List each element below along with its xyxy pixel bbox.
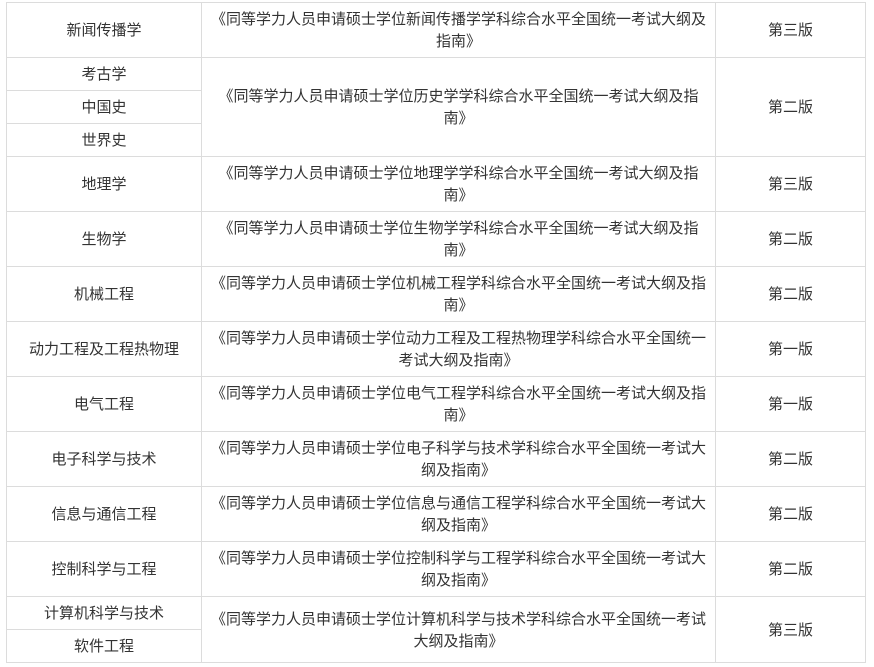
table-row: 考古学 《同等学力人员申请硕士学位历史学学科综合水平全国统一考试大纲及指南》 第二版	[6, 57, 866, 157]
syllabus-title-cell: 《同等学力人员申请硕士学位信息与通信工程学科综合水平全国统一考试大纲及指南》	[201, 486, 716, 542]
subject-cell: 控制科学与工程	[6, 541, 202, 597]
edition-cell: 第三版	[715, 2, 866, 58]
table-row: 控制科学与工程 《同等学力人员申请硕士学位控制科学与工程学科综合水平全国统一考试大…	[6, 541, 866, 597]
syllabus-title-cell: 《同等学力人员申请硕士学位生物学学科综合水平全国统一考试大纲及指南》	[201, 211, 716, 267]
subject-cell: 电气工程	[6, 376, 202, 432]
table-row: 动力工程及工程热物理 《同等学力人员申请硕士学位动力工程及工程热物理学科综合水平全…	[6, 321, 866, 377]
syllabus-title-cell: 《同等学力人员申请硕士学位地理学学科综合水平全国统一考试大纲及指南》	[201, 156, 716, 212]
subject-cell: 生物学	[6, 211, 202, 267]
table-row: 中国史	[6, 90, 866, 124]
table-row: 信息与通信工程 《同等学力人员申请硕士学位信息与通信工程学科综合水平全国统一考试大…	[6, 486, 866, 542]
table-row: 世界史	[6, 123, 866, 157]
table-row: 电子科学与技术 《同等学力人员申请硕士学位电子科学与技术学科综合水平全国统一考试大…	[6, 431, 866, 487]
edition-cell: 第二版	[715, 431, 866, 487]
syllabus-table: 新闻传播学 《同等学力人员申请硕士学位新闻传播学学科综合水平全国统一考试大纲及指南…	[6, 2, 866, 663]
subject-cell: 地理学	[6, 156, 202, 212]
syllabus-title-cell: 《同等学力人员申请硕士学位新闻传播学学科综合水平全国统一考试大纲及指南》	[201, 2, 716, 58]
table-row: 机械工程 《同等学力人员申请硕士学位机械工程学科综合水平全国统一考试大纲及指南》第…	[6, 266, 866, 322]
edition-cell: 第二版	[715, 541, 866, 597]
subject-cell: 世界史	[6, 123, 202, 157]
edition-cell: 第二版	[715, 266, 866, 322]
subject-cell: 软件工程	[6, 629, 202, 663]
table-row: 地理学 《同等学力人员申请硕士学位地理学学科综合水平全国统一考试大纲及指南》 第三版	[6, 156, 866, 212]
subject-cell: 电子科学与技术	[6, 431, 202, 487]
subject-cell: 机械工程	[6, 266, 202, 322]
subject-cell: 中国史	[6, 90, 202, 124]
syllabus-title-cell: 《同等学力人员申请硕士学位历史学学科综合水平全国统一考试大纲及指南》	[201, 57, 716, 157]
syllabus-title-cell: 《同等学力人员申请硕士学位动力工程及工程热物理学科综合水平全国统一考试大纲及指南…	[201, 321, 716, 377]
edition-cell: 第二版	[715, 486, 866, 542]
edition-cell: 第一版	[715, 376, 866, 432]
syllabus-title-cell: 《同等学力人员申请硕士学位控制科学与工程学科综合水平全国统一考试大纲及指南》	[201, 541, 716, 597]
table-row: 新闻传播学 《同等学力人员申请硕士学位新闻传播学学科综合水平全国统一考试大纲及指南…	[6, 2, 866, 58]
subject-cell: 动力工程及工程热物理	[6, 321, 202, 377]
syllabus-title-cell: 《同等学力人员申请硕士学位计算机科学与技术学科综合水平全国统一考试大纲及指南》	[201, 596, 716, 663]
subject-cell: 信息与通信工程	[6, 486, 202, 542]
subject-cell: 新闻传播学	[6, 2, 202, 58]
edition-cell: 第二版	[715, 211, 866, 267]
syllabus-title-cell: 《同等学力人员申请硕士学位电子科学与技术学科综合水平全国统一考试大纲及指南》	[201, 431, 716, 487]
table-row: 计算机科学与技术 《同等学力人员申请硕士学位计算机科学与技术学科综合水平全国统一考…	[6, 596, 866, 663]
edition-cell: 第二版	[715, 57, 866, 157]
syllabus-title-cell: 《同等学力人员申请硕士学位机械工程学科综合水平全国统一考试大纲及指南》	[201, 266, 716, 322]
subject-cell: 计算机科学与技术	[6, 596, 202, 630]
subject-cell: 考古学	[6, 57, 202, 91]
edition-cell: 第三版	[715, 156, 866, 212]
table-row: 生物学 《同等学力人员申请硕士学位生物学学科综合水平全国统一考试大纲及指南》 第二版	[6, 211, 866, 267]
table-row: 软件工程	[6, 629, 866, 663]
edition-cell: 第三版	[715, 596, 866, 663]
edition-cell: 第一版	[715, 321, 866, 377]
table-row: 电气工程 《同等学力人员申请硕士学位电气工程学科综合水平全国统一考试大纲及指南》第…	[6, 376, 866, 432]
syllabus-title-cell: 《同等学力人员申请硕士学位电气工程学科综合水平全国统一考试大纲及指南》	[201, 376, 716, 432]
